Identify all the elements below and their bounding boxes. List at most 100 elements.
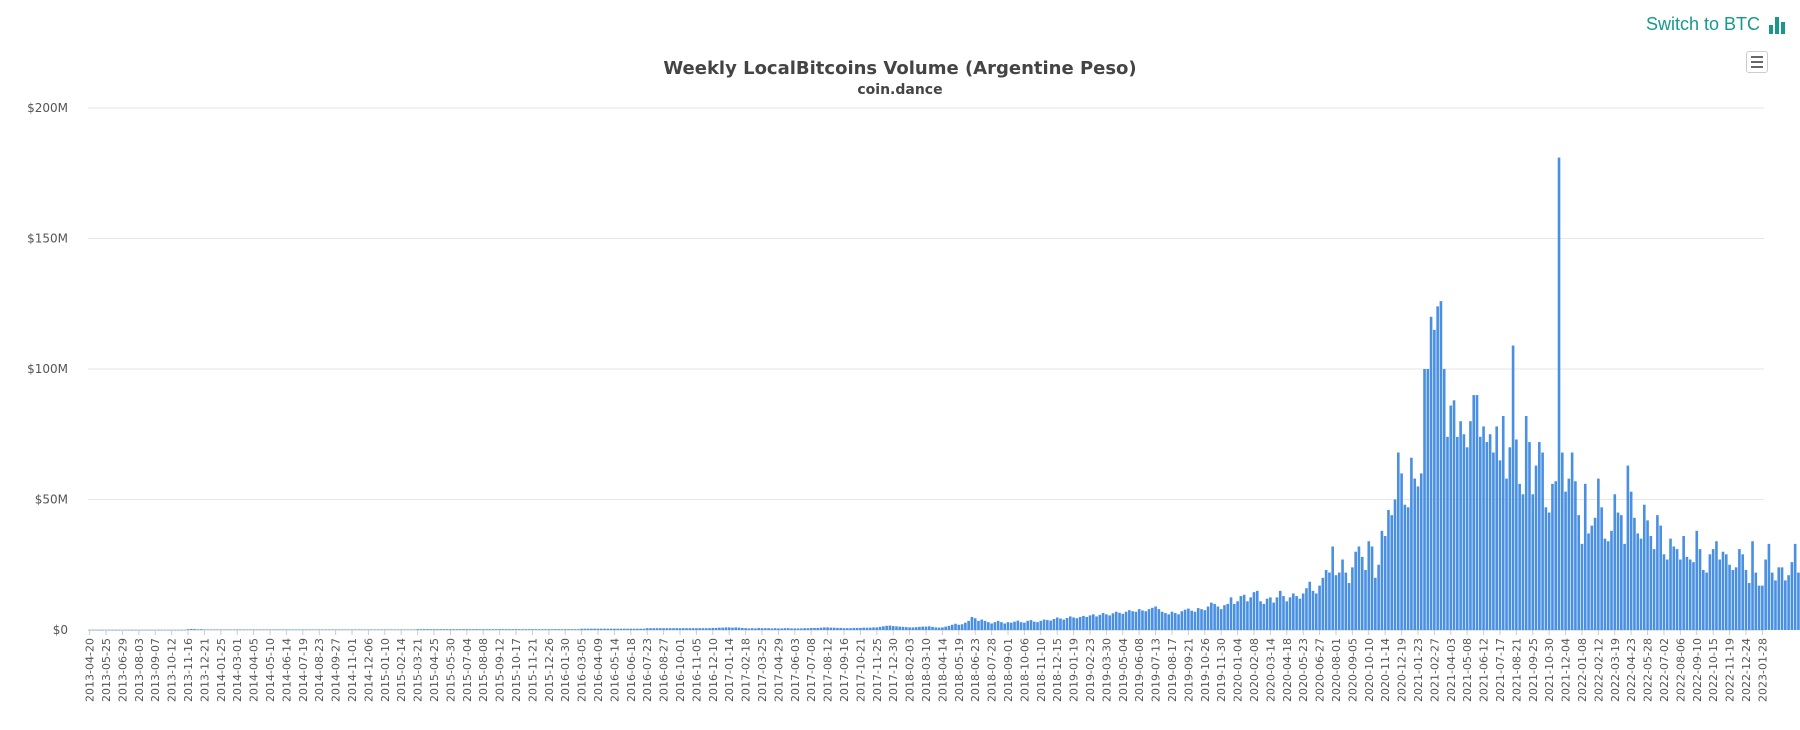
bar[interactable] [1164,613,1167,630]
bar[interactable] [1416,486,1420,630]
bar[interactable] [819,627,823,630]
bar[interactable] [554,629,557,630]
bar[interactable] [1426,369,1430,630]
bar[interactable] [308,629,311,630]
bar[interactable] [432,629,436,630]
bar[interactable] [393,629,396,630]
bar[interactable] [964,622,967,630]
bar[interactable] [1708,554,1712,630]
bar[interactable] [757,627,761,630]
bar[interactable] [790,628,793,630]
bar[interactable] [317,629,321,630]
bar[interactable] [1547,512,1551,630]
bar[interactable] [193,629,196,630]
bar[interactable] [1629,491,1633,630]
bar[interactable] [590,628,593,630]
bar[interactable] [1131,611,1134,630]
bar[interactable] [258,629,262,630]
bar[interactable] [921,626,925,630]
bar[interactable] [1331,546,1335,630]
bar[interactable] [1636,533,1640,630]
bar[interactable] [406,629,410,630]
bar[interactable] [465,629,469,630]
bar[interactable] [803,628,806,630]
bar[interactable] [262,629,265,630]
bar[interactable] [1508,447,1512,630]
bar[interactable] [1039,620,1043,630]
bar[interactable] [1797,572,1800,630]
bar[interactable] [1685,556,1689,630]
bar[interactable] [875,627,879,630]
bar[interactable] [1597,478,1600,630]
bar[interactable] [203,629,206,630]
bar[interactable] [1396,452,1400,630]
bar[interactable] [698,628,701,630]
bar[interactable] [1574,481,1577,630]
bar[interactable] [357,629,360,630]
bar[interactable] [1610,530,1613,630]
bar[interactable] [1072,617,1075,630]
bar[interactable] [1761,585,1764,630]
bar[interactable] [331,629,334,630]
bar[interactable] [1642,504,1646,630]
bar[interactable] [770,628,774,630]
bar[interactable] [1649,536,1653,630]
bar[interactable] [1770,572,1774,630]
bar[interactable] [1682,536,1685,630]
bar[interactable] [885,625,888,630]
bar[interactable] [396,629,400,630]
bar[interactable] [186,629,190,630]
bar[interactable] [1023,622,1026,630]
bar[interactable] [1787,575,1790,630]
bar[interactable] [895,626,898,630]
bar[interactable] [216,629,219,630]
bar[interactable] [1229,597,1233,631]
bar[interactable] [1774,580,1777,630]
bar[interactable] [521,629,524,630]
bar[interactable] [993,622,997,630]
bar[interactable] [1374,577,1377,630]
bar[interactable] [1187,608,1190,630]
bar[interactable] [1793,543,1797,630]
bar[interactable] [167,629,170,631]
bar[interactable] [1308,581,1312,630]
bar[interactable] [1780,567,1784,630]
bar[interactable] [534,629,538,630]
bar[interactable] [639,628,642,630]
bar[interactable] [659,628,662,630]
bar[interactable] [1259,601,1262,630]
bar[interactable] [1456,436,1459,630]
bar[interactable] [524,629,528,630]
bar[interactable] [1524,415,1528,630]
bar[interactable] [1439,301,1443,630]
bar[interactable] [1741,554,1744,630]
bar[interactable] [914,627,918,630]
bar[interactable] [1452,400,1456,630]
bar[interactable] [114,629,118,631]
bar[interactable] [1692,562,1695,630]
bar[interactable] [1200,609,1203,630]
bar[interactable] [583,628,587,630]
bar[interactable] [763,628,767,630]
bar[interactable] [199,629,203,630]
bar[interactable] [1478,436,1482,630]
bar[interactable] [882,626,885,630]
bar[interactable] [1626,465,1630,630]
bar[interactable] [695,628,698,630]
bar[interactable] [239,629,242,630]
bar[interactable] [1603,538,1607,630]
bar[interactable] [842,628,846,630]
bar[interactable] [514,629,518,630]
bar[interactable] [1541,452,1544,630]
bar[interactable] [987,622,990,630]
bar[interactable] [862,627,865,630]
bar[interactable] [347,629,351,630]
bar[interactable] [918,626,921,630]
bar[interactable] [458,629,462,630]
bar[interactable] [1718,559,1722,630]
bar[interactable] [1183,609,1187,630]
bar[interactable] [278,629,282,630]
bar[interactable] [472,629,475,630]
bar[interactable] [1101,613,1105,630]
bar[interactable] [619,628,623,630]
